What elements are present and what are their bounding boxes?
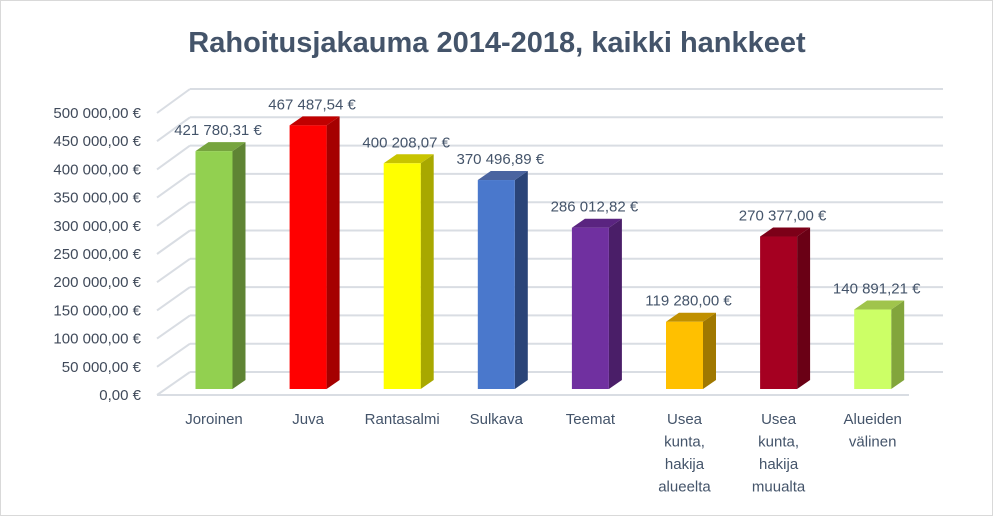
data-label: 370 496,89 € xyxy=(457,151,545,168)
bar-side xyxy=(232,142,246,389)
bar-side xyxy=(514,171,528,389)
bars: 421 780,31 € 467 487,54 € 400 208,07 € 370 … xyxy=(174,96,921,389)
bar-1: 467 487,54 € xyxy=(268,96,357,389)
bar-5: 119 280,00 € xyxy=(645,293,732,389)
category-label-line: Rantasalmi xyxy=(365,411,440,428)
bar-top xyxy=(195,142,246,152)
data-label: 400 208,07 € xyxy=(362,134,450,151)
bar-top xyxy=(383,154,434,164)
x-category-label: Usea kunta, hakija alueelta xyxy=(658,411,711,496)
bar-top xyxy=(854,300,905,310)
bar-side xyxy=(608,218,622,389)
y-tick-label: 450 000,00 € xyxy=(53,133,141,150)
side-gridline xyxy=(156,371,191,396)
bar-top xyxy=(289,116,340,126)
bar-top xyxy=(760,227,811,237)
category-label-line: alueelta xyxy=(658,479,711,496)
side-gridline xyxy=(156,257,191,284)
category-label-line: kunta, xyxy=(664,434,705,451)
bar-0: 421 780,31 € xyxy=(174,122,262,389)
bar-top xyxy=(571,218,622,228)
y-tick-label: 500 000,00 € xyxy=(53,105,141,122)
bar-side xyxy=(891,300,905,389)
chart-title: Rahoitusjakauma 2014-2018, kaikki hankke… xyxy=(188,27,806,59)
bar-top xyxy=(477,171,528,181)
y-tick-label: 100 000,00 € xyxy=(53,331,141,348)
category-label-line: Sulkava xyxy=(470,411,524,428)
x-category-label: Teemat xyxy=(566,411,616,428)
category-label-line: hakija xyxy=(759,456,799,473)
category-label-line: Teemat xyxy=(566,411,616,428)
side-gridline xyxy=(156,116,191,143)
y-tick-label: 200 000,00 € xyxy=(53,274,141,291)
x-category-label: Juva xyxy=(292,411,324,428)
y-tick-label: 150 000,00 € xyxy=(53,302,141,319)
category-label-line: Joroinen xyxy=(185,411,243,428)
bar-side xyxy=(326,116,340,389)
data-label: 140 891,21 € xyxy=(833,281,921,298)
bar-6: 270 377,00 € xyxy=(739,208,827,389)
data-label: 286 012,82 € xyxy=(551,199,639,216)
x-category-label: Joroinen xyxy=(185,411,243,428)
bar-front xyxy=(383,163,421,389)
side-gridline xyxy=(156,88,191,114)
category-label-line: Usea xyxy=(761,411,797,428)
bar-front xyxy=(195,151,233,389)
bar-front xyxy=(760,236,798,389)
category-label-line: välinen xyxy=(849,434,897,451)
y-tick-label: 50 000,00 € xyxy=(62,359,142,376)
side-gridline xyxy=(156,314,191,340)
category-label-line: Alueiden xyxy=(844,411,902,428)
bar-4: 286 012,82 € xyxy=(551,199,639,389)
category-label-line: Usea xyxy=(667,411,703,428)
side-gridline xyxy=(156,144,191,171)
side-gridline xyxy=(156,201,191,227)
category-label-line: hakija xyxy=(665,456,705,473)
x-category-label: Usea kunta, hakija muualta xyxy=(752,411,806,496)
y-axis-ticks: 0,00 € 50 000,00 € 100 000,00 € 150 000,00 … xyxy=(53,105,141,404)
side-gridline xyxy=(156,173,191,199)
bar-side xyxy=(797,227,811,389)
y-tick-label: 400 000,00 € xyxy=(53,161,141,178)
data-label: 119 280,00 € xyxy=(645,293,732,310)
side-gridline xyxy=(156,286,191,312)
gridlines xyxy=(156,88,943,396)
side-gridline xyxy=(156,229,191,255)
category-label-line: muualta xyxy=(752,479,806,496)
bar-side xyxy=(420,154,434,389)
bar-front xyxy=(289,125,327,389)
data-label: 421 780,31 € xyxy=(174,122,262,139)
bar-2: 400 208,07 € xyxy=(362,134,451,389)
bar-front xyxy=(666,321,703,389)
x-category-label: Rantasalmi xyxy=(365,411,440,428)
bar-front xyxy=(477,180,515,389)
y-tick-label: 300 000,00 € xyxy=(53,218,141,235)
category-label-line: kunta, xyxy=(758,434,799,451)
bar-front xyxy=(571,227,609,389)
y-tick-label: 250 000,00 € xyxy=(53,246,141,263)
bar-7: 140 891,21 € xyxy=(833,281,921,389)
x-category-label: Alueiden välinen xyxy=(844,411,902,451)
y-tick-label: 350 000,00 € xyxy=(53,190,141,207)
category-label-line: Juva xyxy=(292,411,324,428)
y-tick-label: 0,00 € xyxy=(99,387,141,404)
data-label: 467 487,54 € xyxy=(268,96,356,113)
bar-front xyxy=(854,309,892,389)
bar-top xyxy=(666,312,716,322)
side-gridline xyxy=(156,342,191,368)
data-label: 270 377,00 € xyxy=(739,208,827,225)
x-axis-labels: Joroinen Juva Rantasalmi Sulkava Teemat Usea k… xyxy=(185,411,902,496)
bar-3: 370 496,89 € xyxy=(457,151,545,389)
bar-side xyxy=(703,312,716,389)
x-category-label: Sulkava xyxy=(470,411,524,428)
